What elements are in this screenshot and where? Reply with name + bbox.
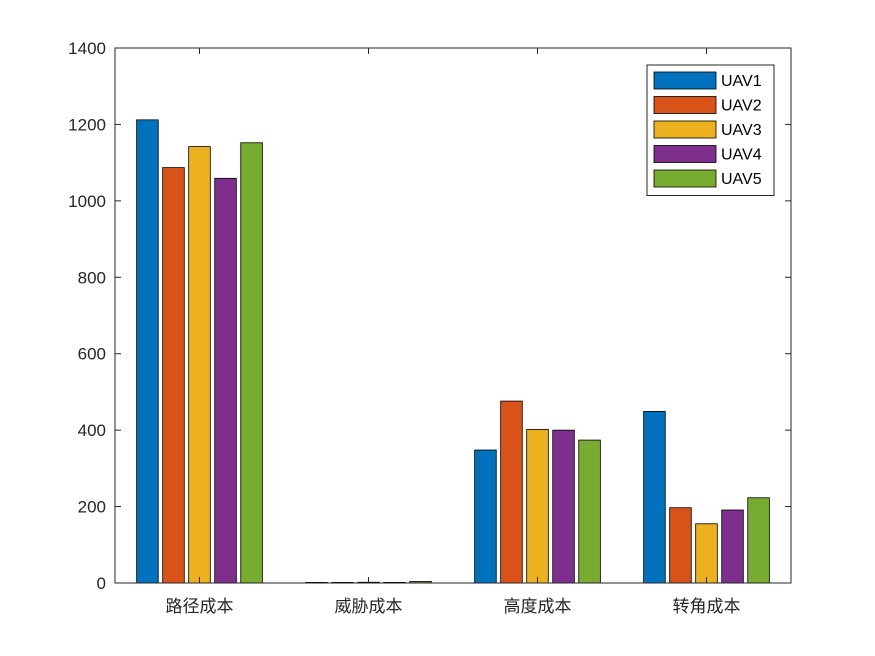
bar-uav2-2 — [500, 400, 523, 584]
x-category-label: 高度成本 — [504, 597, 572, 617]
legend-label-uav2: UAV2 — [721, 98, 762, 115]
y-tick-label: 800 — [78, 268, 106, 287]
bar-uav1-0 — [136, 119, 159, 584]
legend: UAV1 UAV2 UAV3 UAV4 UAV5 — [646, 64, 775, 196]
bar-uav2-0 — [162, 167, 185, 584]
legend-label-uav4: UAV4 — [721, 147, 762, 164]
bar-uav4-3 — [721, 509, 744, 584]
y-tick-label: 1400 — [68, 39, 106, 58]
y-tick-label: 1000 — [68, 192, 106, 211]
ticks-layer: 0 200 400 600 800 1000 1200 1400 路径成本 威胁成本 高度成本 转角成… — [68, 39, 791, 617]
legend-swatch-uav5 — [653, 169, 717, 188]
y-tick-label: 200 — [78, 498, 106, 517]
bar-uav5-3 — [747, 497, 770, 584]
bar-uav3-2 — [526, 428, 549, 584]
legend-label-uav1: UAV1 — [721, 73, 762, 90]
bars-layer — [136, 119, 770, 584]
y-tick-label: 0 — [97, 574, 106, 593]
y-tick-label: 1200 — [68, 115, 106, 134]
y-tick-label: 600 — [78, 345, 106, 364]
legend-swatch-uav1 — [653, 71, 717, 90]
bar-uav3-3 — [695, 523, 718, 584]
legend-label-uav3: UAV3 — [721, 122, 762, 139]
legend-swatch-uav3 — [653, 120, 717, 139]
x-category-label: 转角成本 — [673, 597, 741, 617]
axes-box — [114, 47, 792, 584]
legend-swatch-uav4 — [653, 145, 717, 163]
axes-layer — [114, 47, 792, 584]
bar-uav1-3 — [643, 411, 666, 584]
x-category-label: 威胁成本 — [335, 597, 403, 617]
x-category-label: 路径成本 — [166, 597, 234, 617]
bar-uav2-3 — [669, 507, 692, 584]
legend-swatch-uav2 — [653, 96, 717, 114]
bar-uav5-0 — [240, 142, 263, 584]
bar-uav4-0 — [214, 177, 237, 584]
bar-uav4-2 — [552, 429, 575, 584]
bar-uav1-2 — [474, 449, 497, 584]
bar-uav3-0 — [188, 146, 211, 584]
y-tick-label: 400 — [78, 421, 106, 440]
bar-uav5-2 — [578, 439, 601, 584]
legend-label-uav5: UAV5 — [721, 171, 762, 188]
